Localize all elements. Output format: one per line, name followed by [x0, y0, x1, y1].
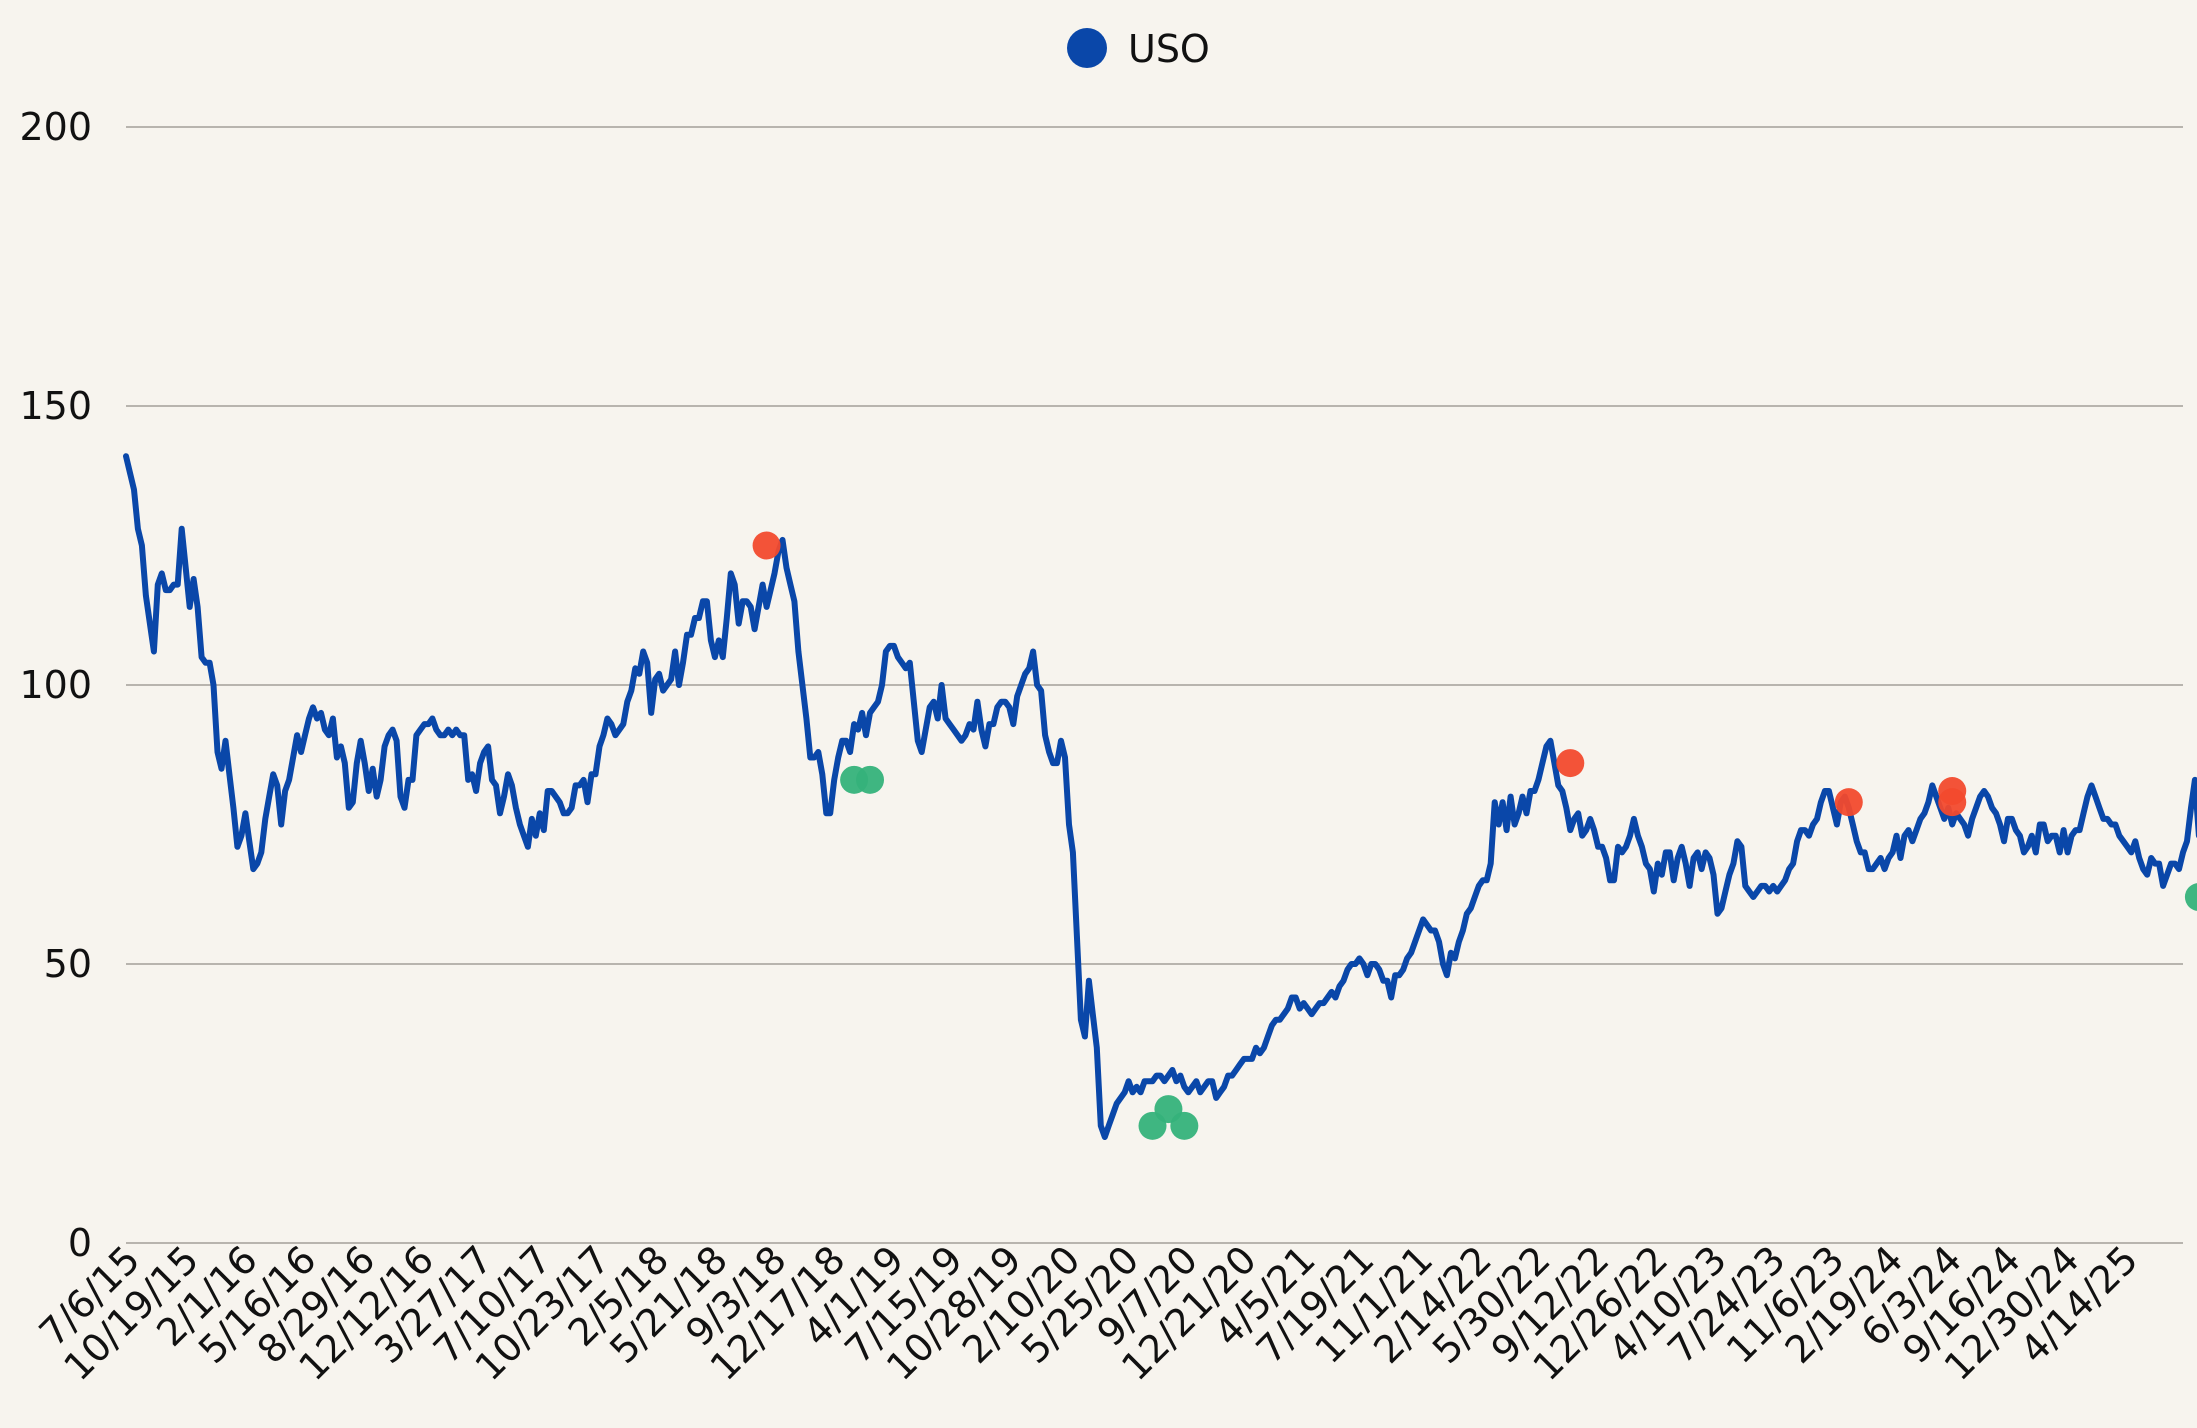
sell-marker — [1834, 788, 1863, 817]
series-line-uso — [123, 453, 2197, 1140]
legend: USO — [1067, 27, 1210, 71]
trade-markers — [752, 531, 2197, 1140]
x-axis-tick-labels: 7/6/1510/19/152/1/165/16/168/29/1612/12/… — [31, 1237, 2147, 1389]
sell-marker — [752, 531, 781, 560]
buy-marker — [856, 765, 885, 794]
y-tick-label: 100 — [19, 663, 92, 707]
sell-marker — [1556, 749, 1585, 778]
sell-marker — [1938, 788, 1967, 817]
legend-label-uso: USO — [1128, 27, 1210, 71]
buy-marker — [1170, 1111, 1199, 1140]
y-tick-label: 50 — [44, 942, 92, 986]
series-uso — [123, 453, 2197, 1140]
buy-marker — [2184, 883, 2197, 911]
y-axis-tick-labels: 0 50 100 150 200 — [19, 105, 92, 1265]
y-tick-label: 200 — [19, 105, 92, 149]
y-tick-label: 0 — [68, 1221, 92, 1265]
legend-swatch-uso — [1067, 28, 1107, 68]
y-tick-label: 150 — [19, 384, 92, 428]
y-gridlines — [126, 126, 2183, 1244]
